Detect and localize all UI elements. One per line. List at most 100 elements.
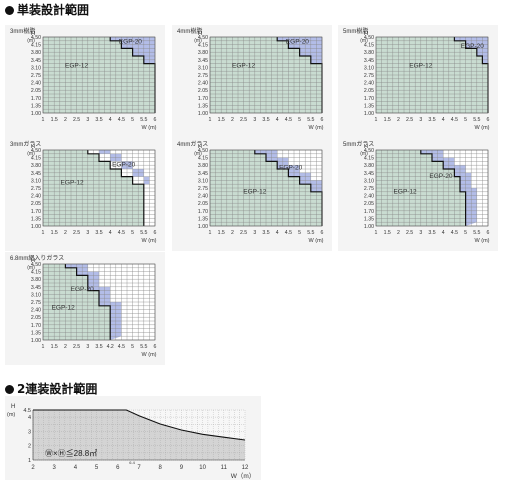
x-tick-label: 5.5: [140, 117, 147, 123]
x-tick-label: 1.5: [51, 230, 58, 236]
chart-panel-4: 3mmガラス 1.00 1.35 1.70 2.05 2.40 2.75 3.10 3.45 3…: [5, 138, 165, 251]
chart-svg: 1.00 1.351.70 2.052.40 2.75 3.103.45 3.804.15…: [27, 144, 157, 244]
series-label-egp-12: EGP-12: [394, 188, 418, 195]
plot-frame: [42, 36, 156, 114]
x-tick-label: 2: [31, 465, 35, 471]
y-tick-label: 2.75: [198, 186, 208, 192]
y-tick-label: 3.10: [198, 65, 208, 71]
x-tick-label: 3: [419, 117, 422, 123]
y-tick-label: 1: [28, 458, 31, 464]
x-tick-label: 5.5: [307, 230, 314, 236]
x-tick-label: 8: [159, 465, 163, 471]
y-tick-label: 3: [28, 429, 31, 435]
y-axis-label: H: [364, 144, 368, 150]
x-tick-label: 4: [109, 230, 112, 236]
series-label-egp-20: EGP-20: [71, 286, 95, 293]
chart-panel-7: 6.8mm網入りガラス 1.00 1.35 1.70 2.05 2.40 2.75 3.10…: [5, 252, 165, 365]
x-tick-label: 6: [487, 230, 490, 236]
y-tick-label: 3.80: [31, 163, 41, 169]
series-label-egp-20: EGP-20: [429, 173, 453, 180]
y-tick-label: 3.10: [364, 65, 374, 71]
x-tick-label: 4.5: [118, 230, 125, 236]
x-tick-label: 2.5: [73, 117, 80, 123]
y-tick-label: 4.50: [198, 35, 208, 41]
x-tick-label: 2: [231, 117, 234, 123]
x-tick-label: 4.5: [118, 117, 125, 123]
plot-frame: [375, 149, 489, 227]
y-tick-label: 4.15: [198, 43, 208, 49]
y-axis-label: H: [31, 31, 35, 37]
area-egp-20: [99, 150, 150, 185]
x-tick-label: 2: [231, 230, 234, 236]
y-tick-label: 2.40: [31, 81, 41, 87]
y-tick-label: 3.80: [198, 163, 208, 169]
y-tick-label: 2.05: [31, 88, 41, 94]
y-tick-label: 1.70: [31, 96, 41, 102]
x-tick-label: 5: [131, 117, 134, 123]
x-tick-label-extra: 6.4: [129, 460, 135, 465]
boundary-line: [109, 37, 156, 113]
boundary-line: [276, 37, 323, 113]
y-tick-label: 1.70: [198, 209, 208, 215]
y-tick-label: 2.75: [198, 73, 208, 79]
y-tick-label: 4.15: [198, 156, 208, 162]
y-tick-label: 3.10: [31, 65, 41, 71]
x-tick-label: 9: [180, 465, 184, 471]
y-tick-label: 2.40: [364, 194, 374, 200]
x-tick-label: 6: [154, 117, 157, 123]
x-tick-label: 11: [221, 465, 228, 471]
y-tick-label: 1.35: [31, 216, 41, 222]
x-tick-label: 5.5: [140, 230, 147, 236]
y-tick-label: 2.05: [31, 201, 41, 207]
y-tick-label: 1.00: [31, 338, 41, 344]
x-tick-label: 3: [253, 117, 256, 123]
y-tick-label: 1.35: [31, 103, 41, 109]
x-tick-label: 1.5: [51, 117, 58, 123]
x-tick-label: 5: [464, 117, 467, 123]
y-tick-label: 1.00: [198, 111, 208, 117]
x-axis-label: W (m): [142, 238, 157, 244]
x-tick-label: 4.5: [285, 230, 292, 236]
y-tick-label: 2.75: [31, 300, 41, 306]
y-tick-label: 3.10: [31, 292, 41, 298]
area-annotation: Ⓦ×Ⓗ≦28.8㎡: [45, 448, 97, 458]
x-axis-label: W（m）: [231, 472, 256, 480]
chart-svg: 1.00 1.351.70 2.052.40 2.75 3.103.45 3.804.15…: [194, 144, 324, 244]
series-label-egp-12: EGP-12: [65, 62, 89, 69]
x-tick-label: 1.5: [384, 117, 391, 123]
y-tick-label: 1.70: [31, 209, 41, 215]
x-tick-label: 3: [86, 230, 89, 236]
y-tick-label: 1.00: [364, 111, 374, 117]
series-label-egp-20: EGP-20: [279, 165, 303, 172]
y-tick-label: 4.15: [31, 270, 41, 276]
x-tick-label: 4: [74, 465, 78, 471]
y-axis-unit: (m): [7, 412, 15, 418]
y-tick-label: 3.45: [364, 58, 374, 64]
y-tick-label: 4.15: [364, 43, 374, 49]
y-tick-label: 2: [28, 444, 31, 450]
y-tick-label: 3.45: [31, 171, 41, 177]
x-tick-label: 1: [375, 117, 378, 123]
y-tick-label: 3.80: [31, 277, 41, 283]
area-egp-20: [454, 37, 488, 64]
x-tick-label: 6: [321, 230, 324, 236]
series-label-egp-20: EGP-20: [112, 161, 136, 168]
x-tick-label: 6: [116, 465, 120, 471]
x-tick-label: 1.5: [51, 344, 58, 350]
x-tick-label: 3.5: [428, 230, 435, 236]
series-label-egp-12: EGP-12: [243, 188, 267, 195]
chart-svg: 1.00 1.351.70 2.052.40 2.75 3.103.45 3.804.15…: [360, 31, 489, 131]
single-section-title: 単装設計範囲: [5, 1, 89, 18]
y-tick-label: 3.45: [31, 58, 41, 64]
x-tick-label: 7: [137, 465, 141, 471]
x-tick-label: 4.5: [451, 230, 458, 236]
x-tick-label: 1: [375, 230, 378, 236]
x-axis-label: W (m): [142, 352, 157, 358]
chart-panel-6: 5mmガラス 1.00 1.35 1.70 2.05 2.40 2.75 3.10 3.45 3…: [338, 138, 498, 251]
bullet-icon: [5, 385, 14, 394]
plot-frame: [209, 36, 323, 114]
y-tick-label: 1.35: [198, 216, 208, 222]
y-axis-unit: (m): [27, 151, 35, 157]
x-tick-label: 3.5: [95, 230, 102, 236]
y-tick-label: 4.50: [364, 148, 374, 154]
